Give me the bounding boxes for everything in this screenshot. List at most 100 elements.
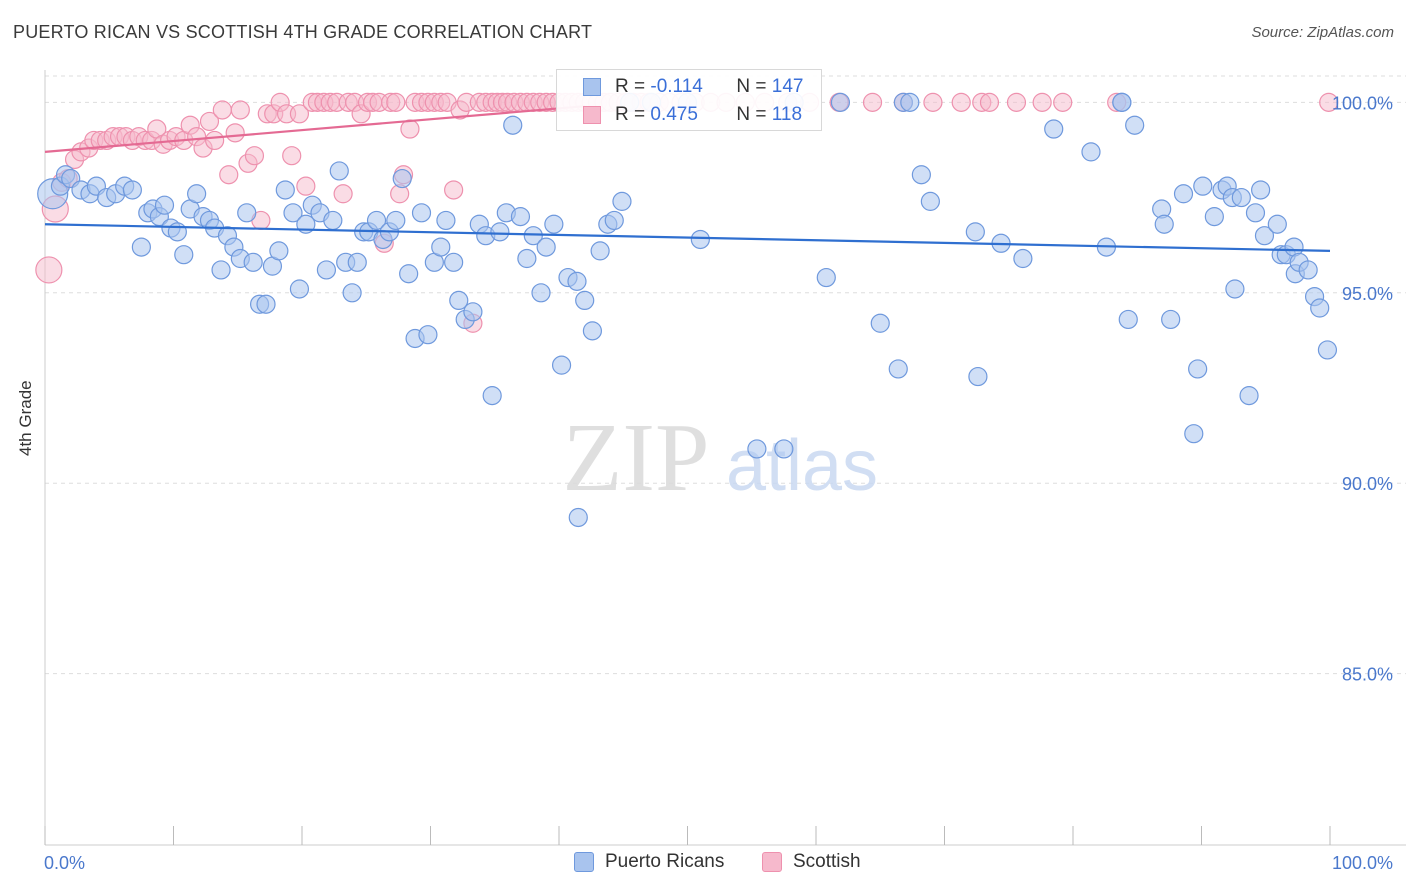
puerto-rican-point <box>463 302 483 322</box>
scottish-point <box>1053 92 1073 112</box>
puerto-rican-point <box>386 210 406 231</box>
puerto-rican-point <box>418 325 438 345</box>
puerto-rican-point <box>1112 92 1132 112</box>
scottish-point <box>862 92 883 112</box>
scottish-point <box>282 146 302 166</box>
puerto-rican-point <box>211 260 231 280</box>
legend-item-puerto-ricans[interactable]: Puerto Ricans <box>574 851 724 873</box>
y-tick-label: 85.0% <box>1342 665 1393 685</box>
puerto-rican-point <box>1193 176 1213 196</box>
stats-r-label: R = <box>615 104 651 125</box>
puerto-rican-point <box>870 313 890 333</box>
puerto-rican-point <box>690 229 710 250</box>
stats-n-label: N = <box>736 104 772 125</box>
puerto-rican-point <box>1225 279 1245 299</box>
scottish-point <box>219 165 239 185</box>
puerto-rican-points <box>37 92 1338 528</box>
x-tick-label-end: 100.0% <box>1332 853 1393 873</box>
puerto-rican-point <box>1161 309 1181 330</box>
puerto-rican-point <box>888 359 908 379</box>
scottish-point <box>979 92 1000 112</box>
puerto-rican-point <box>323 210 343 231</box>
y-tick-label: 95.0% <box>1342 284 1393 304</box>
puerto-rican-point <box>590 241 610 261</box>
scottish-point <box>333 184 353 204</box>
puerto-rican-point <box>444 252 464 272</box>
puerto-rican-point <box>411 203 432 223</box>
scottish-point <box>225 123 245 143</box>
puerto-rican-point <box>774 439 794 459</box>
legend-label: Scottish <box>793 851 861 872</box>
legend-item-scottish[interactable]: Scottish <box>762 851 861 873</box>
puerto-rican-point <box>510 207 531 227</box>
puerto-rican-point <box>1081 142 1101 162</box>
scottish-point <box>444 180 464 200</box>
puerto-rican-point <box>1254 226 1275 246</box>
scottish-point <box>386 92 406 112</box>
scottish-point <box>205 130 225 151</box>
puerto-rican-point <box>1044 119 1064 139</box>
puerto-rican-point <box>275 180 295 200</box>
y-axis-label: 4th Grade <box>16 380 35 456</box>
puerto-rican-point <box>122 180 142 200</box>
puerto-rican-point <box>1173 184 1194 204</box>
y-tick-label: 90.0% <box>1342 474 1393 494</box>
scottish-point <box>244 146 265 166</box>
puerto-rican-point <box>449 290 469 311</box>
scottish-point <box>400 119 420 139</box>
puerto-rican-point <box>1267 214 1287 234</box>
puerto-rican-point <box>269 241 289 261</box>
puerto-rican-point <box>968 366 988 387</box>
puerto-rican-point <box>531 283 551 303</box>
scottish-point <box>35 256 63 284</box>
puerto-rican-point <box>436 210 456 231</box>
stats-r-label: R = <box>615 76 651 97</box>
puerto-rican-point <box>1125 115 1145 135</box>
puerto-rican-point <box>1317 340 1338 360</box>
puerto-rican-point <box>517 248 537 269</box>
puerto-rican-point <box>1310 298 1330 318</box>
scottish-point <box>199 111 220 132</box>
puerto-rican-point <box>329 161 349 181</box>
puerto-rican-point <box>1298 260 1318 280</box>
puerto-rican-point <box>830 92 851 112</box>
tick-labels: 100.0% 95.0% 90.0% 85.0% 0.0% 100.0% <box>44 93 1393 873</box>
scottish-point <box>296 176 316 196</box>
puerto-rican-point <box>342 283 362 303</box>
puerto-rican-point <box>392 168 412 189</box>
source-label: Source: ZipAtlas.com <box>1251 24 1394 41</box>
puerto-rican-point <box>1184 424 1204 444</box>
puerto-rican-point <box>347 252 367 272</box>
watermark-atlas: atlas <box>726 426 878 506</box>
stats-n-value: 147 <box>771 76 804 97</box>
legend-swatch-pink <box>762 852 782 872</box>
legend: Puerto Ricans Scottish <box>0 851 1406 879</box>
puerto-rican-point <box>1245 203 1266 223</box>
x-tick-label-start: 0.0% <box>44 853 85 873</box>
puerto-rican-point <box>575 290 595 311</box>
puerto-rican-point <box>568 507 588 528</box>
puerto-rican-point <box>187 184 207 204</box>
puerto-rican-point <box>1118 309 1138 330</box>
scottish-point <box>230 100 250 120</box>
puerto-rican-point <box>174 245 194 265</box>
scottish-point <box>1319 92 1339 112</box>
stats-r-value: -0.114 <box>650 76 703 97</box>
puerto-rican-point <box>490 222 510 242</box>
puerto-rican-point <box>1154 214 1174 234</box>
scottish-point <box>951 92 971 112</box>
legend-swatch-blue <box>574 852 594 872</box>
scottish-trend-line <box>44 105 585 153</box>
puerto-rican-point <box>1239 386 1259 406</box>
puerto-rican-point <box>544 214 564 234</box>
puerto-rican-point <box>503 115 523 135</box>
puerto-rican-point <box>604 210 624 231</box>
scottish-point <box>212 100 232 120</box>
chart-title: PUERTO RICAN VS SCOTTISH 4TH GRADE CORRE… <box>13 22 593 42</box>
puerto-rican-point <box>1013 248 1033 269</box>
legend-label: Puerto Ricans <box>605 851 725 872</box>
stats-swatch-pink <box>583 106 601 124</box>
scottish-point <box>1032 92 1052 112</box>
y-tick-label: 100.0% <box>1332 93 1393 113</box>
puerto-rican-point <box>911 165 931 185</box>
